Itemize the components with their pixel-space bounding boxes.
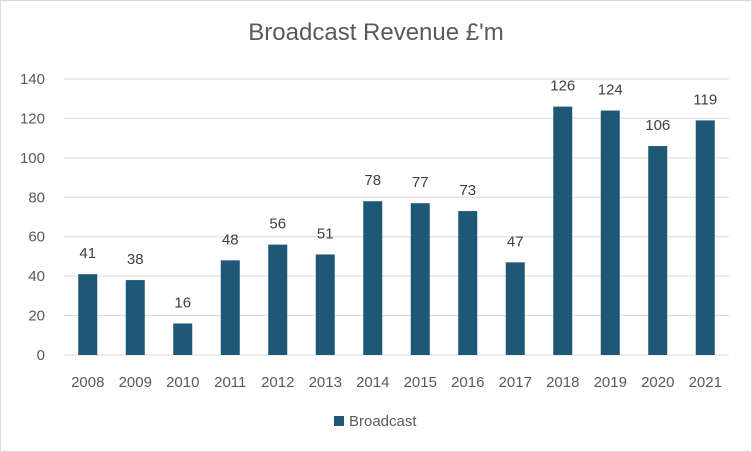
x-tick-label: 2014 bbox=[356, 374, 389, 391]
data-label: 16 bbox=[174, 294, 191, 311]
data-label: 124 bbox=[598, 82, 623, 99]
bar bbox=[363, 201, 383, 355]
x-tick-label: 2017 bbox=[499, 374, 532, 391]
bar bbox=[695, 120, 715, 356]
chart-title: Broadcast Revenue £'m bbox=[248, 19, 504, 46]
y-tick-label: 20 bbox=[28, 308, 45, 325]
bar bbox=[220, 260, 240, 355]
data-label: 119 bbox=[693, 91, 717, 108]
data-label: 126 bbox=[550, 78, 575, 95]
y-tick-label: 120 bbox=[20, 110, 45, 127]
y-tick-label: 100 bbox=[20, 150, 45, 167]
data-label: 48 bbox=[222, 231, 239, 248]
bar bbox=[648, 146, 668, 355]
bar bbox=[600, 110, 620, 356]
data-label: 47 bbox=[507, 233, 524, 250]
x-tick-label: 2013 bbox=[309, 374, 342, 391]
bar bbox=[505, 262, 525, 355]
legend-swatch bbox=[334, 416, 344, 426]
bar bbox=[458, 211, 478, 355]
x-tick-label: 2012 bbox=[261, 374, 294, 391]
data-label: 51 bbox=[317, 225, 334, 242]
x-tick-label: 2009 bbox=[119, 374, 152, 391]
bar bbox=[125, 280, 145, 355]
x-tick-label: 2015 bbox=[404, 374, 437, 391]
x-tick-label: 2016 bbox=[451, 374, 484, 391]
legend-label: Broadcast bbox=[349, 412, 417, 430]
legend: Broadcast bbox=[334, 411, 417, 431]
bar bbox=[173, 323, 193, 355]
x-tick-label: 2018 bbox=[546, 374, 579, 391]
y-tick-label: 40 bbox=[28, 268, 45, 285]
data-label: 41 bbox=[79, 245, 96, 262]
y-tick-label: 0 bbox=[37, 347, 45, 364]
x-tick-label: 2010 bbox=[166, 374, 199, 391]
data-label: 106 bbox=[645, 117, 670, 134]
bar bbox=[410, 203, 430, 355]
bar bbox=[315, 254, 335, 355]
y-tick-label: 60 bbox=[28, 229, 45, 246]
bar bbox=[553, 106, 573, 355]
data-label: 56 bbox=[269, 216, 286, 233]
x-tick-label: 2021 bbox=[689, 374, 722, 391]
x-tick-label: 2011 bbox=[214, 374, 246, 391]
bar bbox=[268, 244, 288, 355]
data-label: 78 bbox=[364, 172, 381, 189]
y-tick-label: 140 bbox=[20, 71, 45, 88]
x-tick-label: 2008 bbox=[71, 374, 104, 391]
y-tick-label: 80 bbox=[28, 189, 45, 206]
x-tick-label: 2019 bbox=[594, 374, 627, 391]
data-label: 73 bbox=[459, 182, 476, 199]
data-label: 77 bbox=[412, 174, 429, 191]
x-tick-label: 2020 bbox=[641, 374, 674, 391]
data-label: 38 bbox=[127, 251, 144, 268]
bar bbox=[78, 274, 98, 355]
